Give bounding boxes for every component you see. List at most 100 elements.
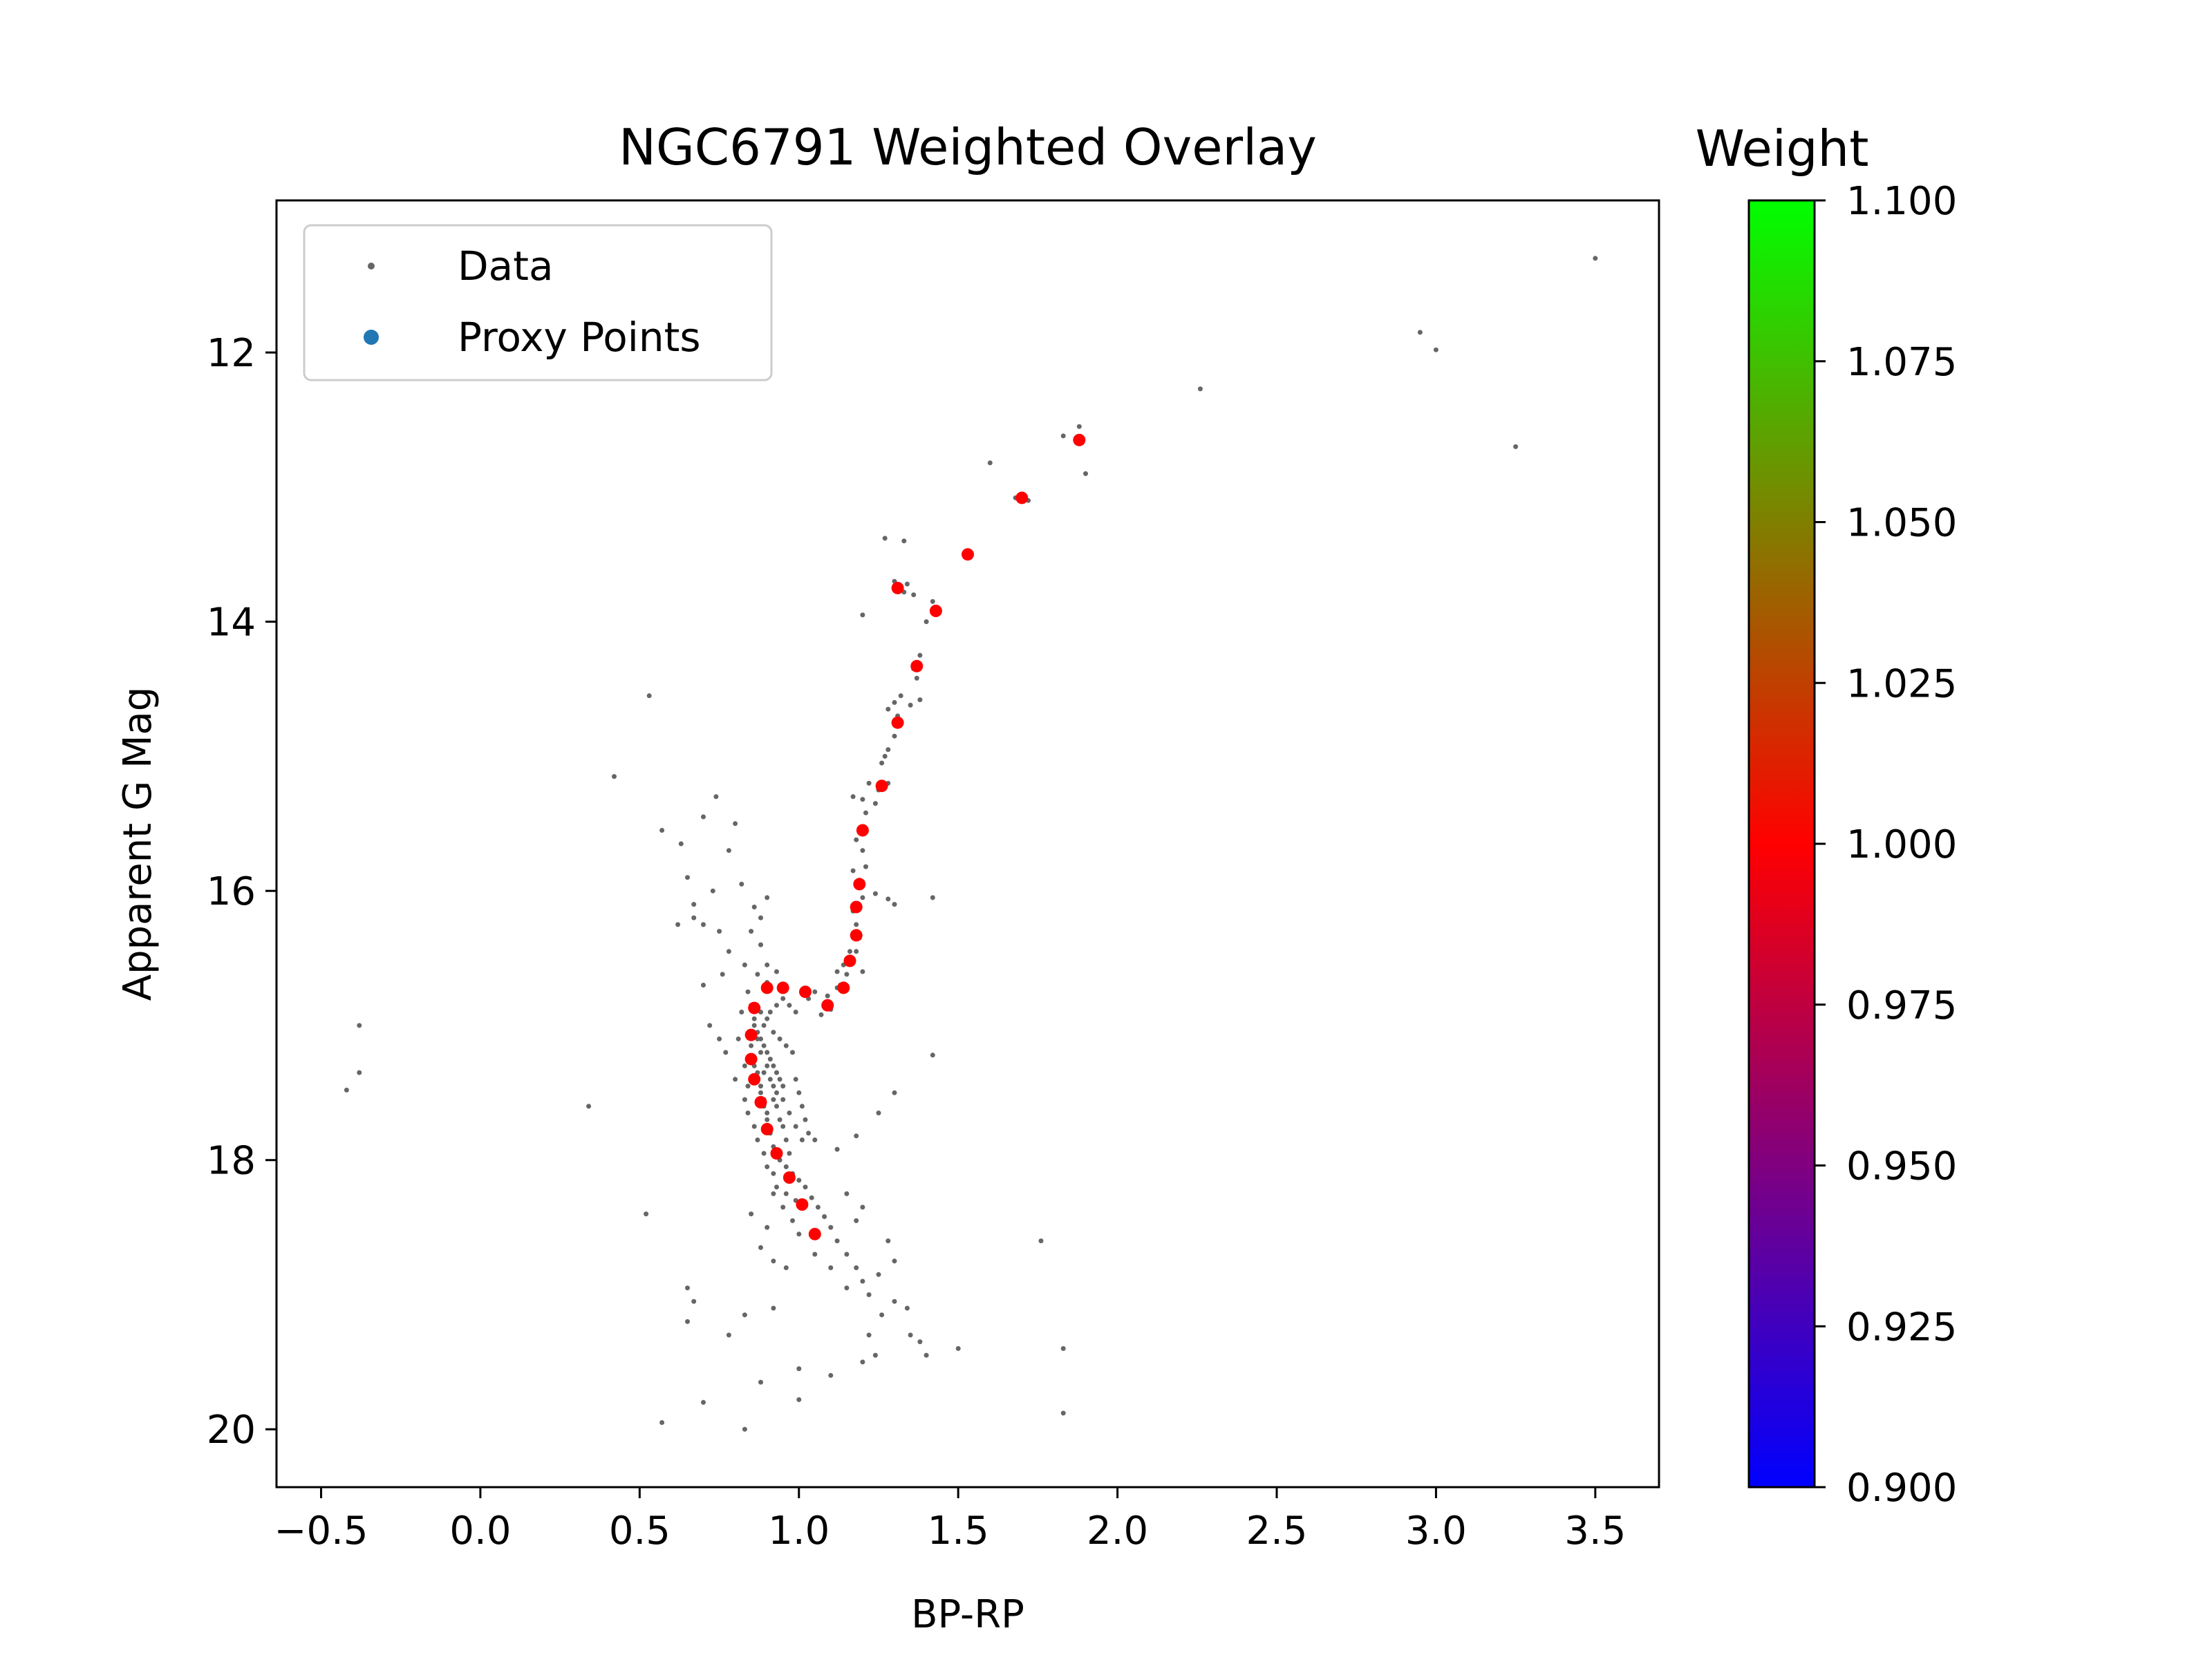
data-point-139 [799, 1137, 805, 1142]
x-tick-label: 3.0 [1405, 1509, 1467, 1554]
data-point-156 [828, 1265, 834, 1270]
data-point-152 [758, 1245, 763, 1250]
data-point-38 [860, 797, 865, 802]
data-point-200 [777, 1036, 782, 1041]
y-tick-label: 18 [207, 1139, 256, 1184]
data-point-155 [812, 1252, 818, 1257]
data-point-133 [844, 1252, 850, 1257]
data-point-214 [767, 1077, 773, 1082]
proxy-point-8 [856, 824, 869, 837]
data-point-18 [930, 598, 935, 604]
data-point-184 [685, 1285, 690, 1291]
data-point-89 [758, 942, 763, 947]
colorbar-tick-label: 1.075 [1846, 340, 1957, 385]
data-point-49 [892, 902, 897, 907]
legend: Data Proxy Points [303, 224, 773, 381]
data-point-235 [745, 1111, 751, 1115]
data-point-19 [924, 619, 929, 625]
data-point-32 [879, 760, 885, 766]
data-point-231 [803, 1117, 808, 1122]
data-point-78 [739, 881, 744, 887]
data-point-228 [793, 1077, 798, 1082]
data-point-105 [751, 1016, 757, 1021]
data-point-229 [796, 1090, 802, 1095]
data-point-75 [685, 875, 690, 880]
data-point-11 [882, 536, 888, 541]
data-point-31 [882, 753, 888, 759]
data-point-34 [866, 780, 872, 786]
data-point-37 [850, 794, 856, 800]
data-point-65 [860, 969, 865, 974]
colorbar-ticks: 0.900 0.925 0.950 0.975 1.000 1.025 1.050 1.075… [1815, 179, 1957, 1511]
data-point-227 [790, 1050, 795, 1055]
x-axis-label: BP-RP [911, 1592, 1024, 1637]
colorbar-tick-label: 0.950 [1846, 1144, 1957, 1189]
data-point-93 [755, 972, 760, 977]
proxy-point-2 [962, 548, 974, 561]
proxy-point-15 [799, 985, 812, 999]
legend-proxy-marker [364, 330, 379, 345]
data-point-66 [834, 969, 840, 974]
data-point-130 [822, 1214, 827, 1219]
data-point-172 [917, 1339, 923, 1345]
data-point-146 [771, 1191, 776, 1196]
data-point-205 [758, 1084, 763, 1089]
data-point-108 [761, 1043, 767, 1048]
proxy-point-11 [850, 929, 863, 942]
data-point-86 [758, 915, 763, 920]
data-point-140 [812, 1137, 818, 1142]
data-point-54 [854, 949, 859, 954]
proxy-point-10 [850, 900, 863, 914]
data-point-145 [930, 1052, 935, 1058]
data-point-237 [755, 1137, 760, 1142]
data-point-112 [774, 1070, 779, 1075]
data-point-98 [723, 1050, 729, 1055]
data-point-153 [771, 1258, 776, 1264]
data-point-195 [344, 1087, 349, 1093]
data-point-181 [726, 1332, 731, 1338]
data-point-202 [749, 1043, 754, 1048]
colorbar-tick-label: 0.900 [1846, 1466, 1957, 1511]
chart-title: NGC6791 Weighted Overlay [619, 118, 1317, 176]
data-point-131 [828, 1225, 834, 1230]
data-point-70 [659, 828, 665, 833]
proxy-point-21 [748, 1073, 761, 1086]
data-point-46 [860, 895, 865, 900]
data-point-174 [955, 1345, 961, 1351]
data-point-240 [771, 1171, 776, 1176]
data-point-80 [691, 915, 697, 920]
proxy-point-13 [837, 981, 850, 994]
data-point-44 [850, 868, 856, 874]
x-tick-label: 3.5 [1564, 1509, 1626, 1554]
proxy-point-18 [748, 1001, 761, 1014]
data-point-90 [765, 962, 770, 967]
data-point-242 [783, 1191, 789, 1196]
data-point-226 [793, 1010, 798, 1014]
data-point-212 [783, 1137, 789, 1142]
data-point-99 [733, 1077, 738, 1082]
colorbar-tick-label: 1.100 [1846, 179, 1957, 224]
x-tick-label: −0.5 [274, 1509, 368, 1554]
proxy-point-3 [891, 581, 904, 594]
data-point-23 [898, 693, 903, 699]
data-point-147 [780, 1205, 786, 1210]
data-point-6 [1060, 433, 1066, 439]
data-point-213 [787, 1151, 792, 1156]
data-point-241 [774, 1184, 779, 1190]
data-point-64 [818, 1012, 824, 1017]
data-point-96 [707, 1023, 713, 1028]
data-point-169 [872, 1352, 878, 1358]
data-point-207 [765, 1111, 770, 1115]
y-tick-label: 20 [207, 1408, 256, 1453]
data-point-201 [783, 1043, 789, 1048]
x-axis: −0.5 0.0 0.5 1.0 1.5 2.0 2.5 3.0 3.5 [274, 1487, 1626, 1554]
data-point-111 [771, 1063, 776, 1068]
data-point-136 [780, 1097, 786, 1102]
x-tick-label: 0.0 [449, 1509, 511, 1554]
data-point-2 [1433, 347, 1438, 352]
data-point-110 [767, 1057, 773, 1062]
proxy-point-1 [1015, 491, 1029, 504]
data-point-85 [749, 929, 754, 934]
data-point-129 [815, 1205, 821, 1210]
